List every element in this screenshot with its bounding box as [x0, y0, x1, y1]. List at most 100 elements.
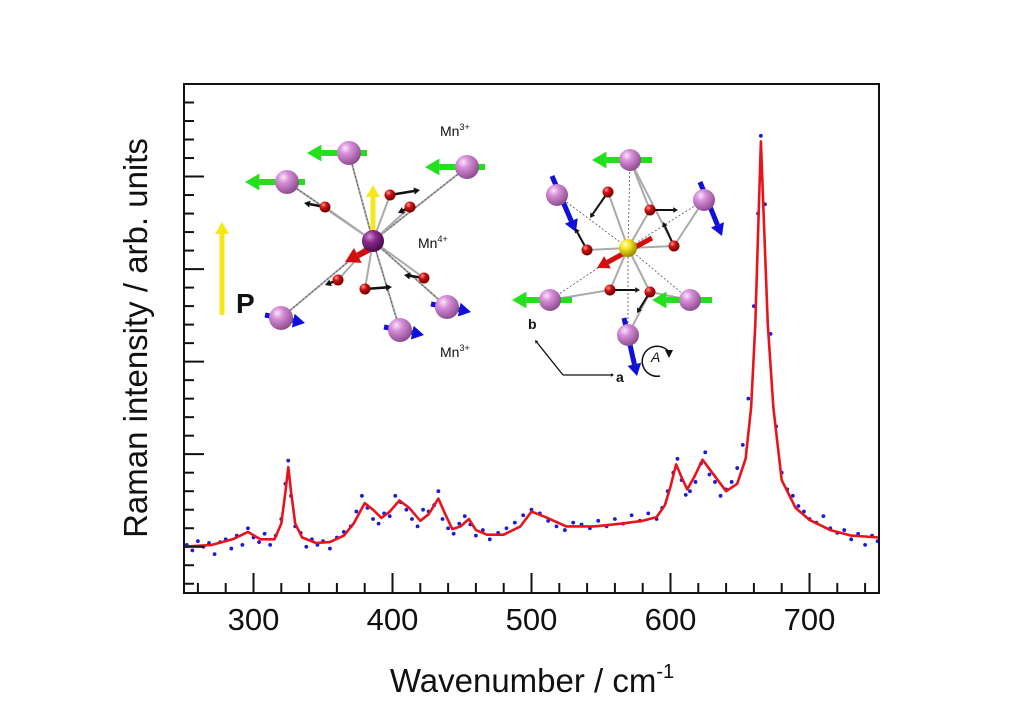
- data-point: [440, 517, 445, 521]
- data-point: [487, 537, 492, 542]
- crystal-structure-insets: [215, 141, 724, 378]
- label-mn3-top: Mn3+: [440, 122, 470, 139]
- data-point: [257, 540, 261, 544]
- y-axis-title: Raman intensity / arb. units: [117, 138, 154, 538]
- mn3-atom: [435, 295, 459, 319]
- oxygen-atom: [418, 272, 430, 284]
- bond: [372, 166, 468, 242]
- data-point: [849, 537, 854, 542]
- data-point: [474, 533, 478, 538]
- data-point: [521, 513, 526, 518]
- oxygen-atom: [668, 240, 680, 252]
- dashed-bond: [627, 199, 705, 249]
- data-point: [354, 509, 359, 514]
- data-point: [562, 528, 567, 532]
- data-point: [688, 489, 692, 494]
- data-point: [328, 546, 332, 551]
- x-tick-label: 700: [784, 602, 836, 637]
- dashed-bond: [348, 152, 374, 242]
- data-point: [240, 542, 245, 547]
- label-rotation: A: [650, 349, 660, 365]
- plot-frame: [183, 83, 880, 594]
- data-point: [554, 524, 559, 529]
- data-point: [462, 514, 467, 519]
- data-point: [863, 542, 867, 547]
- data-point: [360, 493, 364, 498]
- mn3-atom: [337, 141, 361, 165]
- mn3-atom: [269, 306, 293, 330]
- oxygen-atom: [644, 286, 656, 298]
- dashed-bond: [627, 159, 631, 249]
- dashed-bond: [372, 240, 401, 331]
- mn3-atom: [539, 289, 561, 311]
- data-point: [376, 521, 381, 526]
- data-point: [262, 531, 267, 536]
- oxygen-atom: [644, 204, 656, 216]
- oxygen-atom: [602, 186, 614, 198]
- data-point: [410, 517, 414, 521]
- data-point: [371, 517, 375, 521]
- mn3-atom: [619, 149, 641, 171]
- oxygen-atom: [359, 283, 371, 295]
- data-point: [571, 520, 576, 525]
- data-point: [707, 472, 712, 477]
- data-point: [802, 509, 806, 514]
- mn3-atom: [455, 155, 479, 179]
- data-point: [404, 507, 409, 512]
- data-point: [446, 526, 450, 531]
- data-point: [735, 466, 740, 470]
- x-tick-label: 500: [506, 602, 558, 637]
- oxygen-atom: [581, 244, 593, 256]
- bond: [607, 191, 629, 249]
- oxygen-atom: [404, 201, 416, 213]
- x-axis-title: Wavenumber / cm-1: [390, 661, 674, 699]
- data-point: [304, 544, 309, 549]
- mn3-atom: [275, 170, 299, 194]
- rotation-arc-icon: [641, 345, 670, 378]
- data-point: [693, 480, 698, 484]
- data-point: [415, 524, 420, 529]
- data-point: [646, 511, 651, 516]
- data-point: [480, 528, 485, 532]
- data-point: [393, 493, 398, 498]
- a-axis-arrow: [563, 373, 614, 377]
- fit-curve: [183, 140, 880, 548]
- mn3-atom: [679, 289, 701, 311]
- oxygen-atom: [332, 274, 344, 286]
- data-point: [729, 480, 734, 484]
- data-point: [703, 450, 708, 455]
- data-point: [675, 456, 680, 461]
- x-tick-label: 400: [367, 602, 419, 637]
- data-point: [746, 396, 751, 401]
- data-point: [613, 517, 617, 521]
- data-point: [387, 514, 392, 519]
- center-atom: [619, 239, 637, 257]
- label-polarization: P: [236, 288, 255, 319]
- data-point: [421, 507, 425, 512]
- label-axis-b: b: [528, 316, 537, 332]
- plot-area: 300 400 500 600 700: [183, 83, 880, 637]
- data-point: [229, 546, 234, 551]
- data-point: [842, 528, 847, 532]
- label-mn4: Mn4+: [418, 234, 448, 251]
- data-point: [821, 514, 826, 519]
- mn4-atom: [362, 230, 384, 252]
- polarization-arrow: [215, 222, 229, 315]
- data-point: [436, 489, 441, 494]
- data-point: [457, 521, 462, 526]
- data-point: [246, 526, 250, 531]
- data-point: [790, 493, 795, 498]
- x-tick-label: 300: [228, 602, 280, 637]
- data-point: [196, 539, 200, 544]
- data-point: [740, 443, 745, 447]
- data-point: [796, 504, 801, 508]
- data-point: [504, 526, 509, 531]
- data-point: [596, 518, 601, 523]
- mn3-atom: [388, 318, 412, 342]
- oxygen-atom: [384, 189, 396, 201]
- oxygen-atom: [319, 201, 331, 213]
- data-point: [190, 548, 195, 553]
- data-point: [758, 133, 763, 138]
- label-axis-a: a: [616, 369, 624, 385]
- inset-labels: Mn3+ Mn4+ Mn3+ P b a A: [236, 122, 660, 385]
